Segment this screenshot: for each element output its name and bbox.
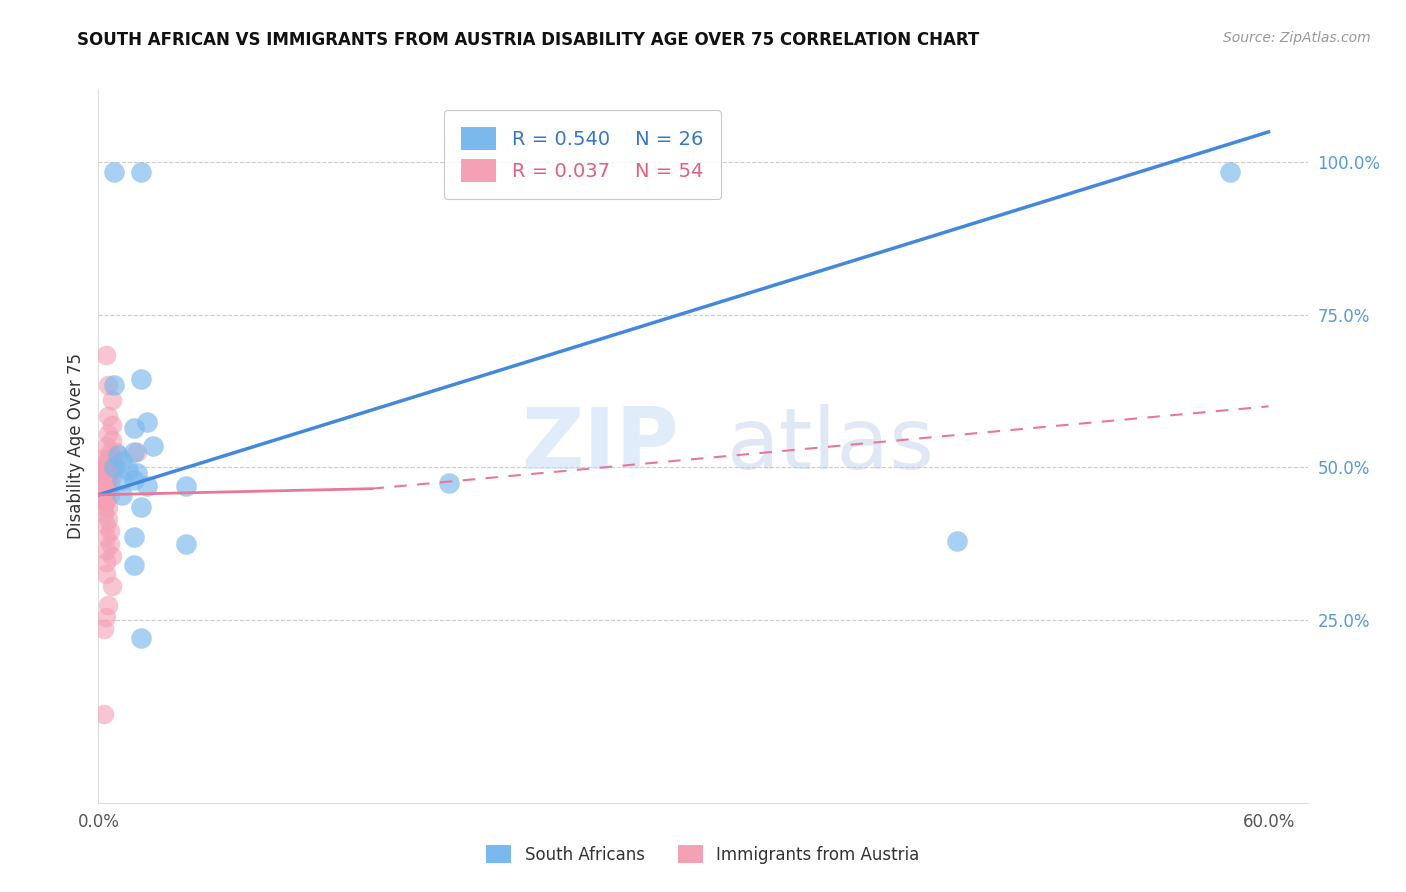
- Point: [117, 463, 139, 477]
- Point: [122, 445, 145, 459]
- Point: [111, 473, 134, 487]
- Point: [93, 482, 115, 496]
- Point: [93, 458, 115, 472]
- Point: [96, 488, 118, 502]
- Point: [97, 598, 120, 612]
- Point: [97, 512, 120, 526]
- Point: [131, 372, 153, 386]
- Point: [96, 567, 118, 582]
- Point: [103, 378, 125, 392]
- Point: [93, 494, 115, 508]
- Point: [93, 463, 115, 477]
- Point: [93, 500, 115, 514]
- Point: [101, 469, 124, 483]
- Point: [97, 409, 120, 423]
- Point: [122, 473, 145, 487]
- Point: [127, 467, 149, 481]
- Point: [93, 488, 115, 502]
- Text: SOUTH AFRICAN VS IMMIGRANTS FROM AUSTRIA DISABILITY AGE OVER 75 CORRELATION CHAR: SOUTH AFRICAN VS IMMIGRANTS FROM AUSTRIA…: [77, 31, 980, 49]
- Point: [93, 469, 115, 483]
- Point: [98, 458, 121, 472]
- Point: [136, 415, 159, 429]
- Point: [93, 475, 115, 490]
- Point: [96, 531, 118, 545]
- Point: [96, 555, 118, 569]
- Point: [131, 631, 153, 645]
- Point: [103, 164, 125, 178]
- Point: [98, 463, 121, 477]
- Point: [98, 536, 121, 550]
- Point: [96, 463, 118, 477]
- Point: [93, 707, 115, 722]
- Point: [104, 445, 127, 459]
- Point: [93, 506, 115, 520]
- Point: [98, 488, 121, 502]
- Point: [101, 549, 124, 563]
- Point: [122, 420, 145, 434]
- Point: [97, 469, 120, 483]
- Point: [101, 463, 124, 477]
- Point: [98, 445, 121, 459]
- Point: [103, 460, 125, 475]
- Point: [101, 451, 124, 466]
- Point: [127, 445, 149, 459]
- Point: [93, 622, 115, 636]
- Point: [96, 475, 118, 490]
- Text: atlas: atlas: [727, 404, 935, 488]
- Point: [96, 609, 118, 624]
- Point: [103, 458, 125, 472]
- Point: [96, 542, 118, 557]
- Point: [131, 500, 153, 514]
- Point: [97, 500, 120, 514]
- Point: [101, 417, 124, 432]
- Point: [96, 347, 118, 361]
- Point: [98, 475, 121, 490]
- Text: Source: ZipAtlas.com: Source: ZipAtlas.com: [1223, 31, 1371, 45]
- Point: [122, 531, 145, 545]
- Y-axis label: Disability Age Over 75: Disability Age Over 75: [66, 353, 84, 539]
- Point: [945, 533, 967, 548]
- Point: [97, 482, 120, 496]
- Point: [131, 164, 153, 178]
- Point: [96, 494, 118, 508]
- Point: [111, 454, 134, 468]
- Point: [96, 469, 118, 483]
- Legend: South Africans, Immigrants from Austria: South Africans, Immigrants from Austria: [479, 838, 927, 871]
- Point: [174, 536, 197, 550]
- Text: ZIP: ZIP: [522, 404, 679, 488]
- Point: [122, 558, 145, 572]
- Point: [93, 451, 115, 466]
- Point: [101, 579, 124, 593]
- Point: [96, 518, 118, 533]
- Point: [97, 451, 120, 466]
- Point: [101, 393, 124, 408]
- Point: [97, 378, 120, 392]
- Point: [97, 463, 120, 477]
- Point: [96, 439, 118, 453]
- Point: [97, 426, 120, 441]
- Point: [174, 478, 197, 492]
- Legend: R = 0.540    N = 26, R = 0.037    N = 54: R = 0.540 N = 26, R = 0.037 N = 54: [444, 110, 720, 199]
- Point: [142, 439, 165, 453]
- Point: [98, 524, 121, 539]
- Point: [136, 478, 159, 492]
- Point: [107, 448, 129, 462]
- Point: [111, 488, 134, 502]
- Point: [101, 433, 124, 447]
- Point: [439, 475, 461, 490]
- Point: [1219, 164, 1241, 178]
- Point: [96, 458, 118, 472]
